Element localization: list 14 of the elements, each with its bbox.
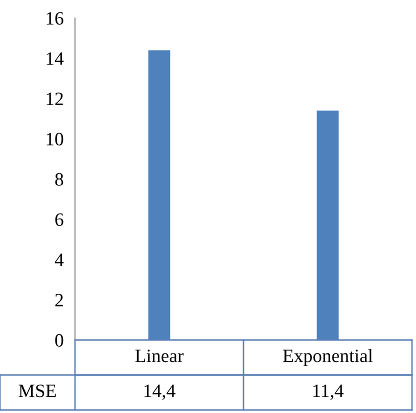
y-tick-label: 6: [55, 213, 64, 226]
x-tick-label: Exponential: [282, 349, 373, 366]
x-tick-label: Linear: [135, 350, 184, 362]
y-tick-label: 8: [55, 173, 64, 186]
y-tick-label: 4: [54, 254, 64, 266]
data-label: 11,4: [313, 384, 344, 400]
y-tick-label: 2: [55, 294, 63, 306]
y-tick-label: 16: [46, 12, 64, 25]
y-tick-label: 14: [46, 52, 64, 65]
y-tick-label: 12: [46, 92, 63, 106]
y-tick-label: 0: [55, 334, 64, 347]
legend-label: MSE: [18, 384, 56, 398]
y-tick-label: 10: [46, 132, 64, 146]
data-label: 14,4: [144, 384, 176, 400]
